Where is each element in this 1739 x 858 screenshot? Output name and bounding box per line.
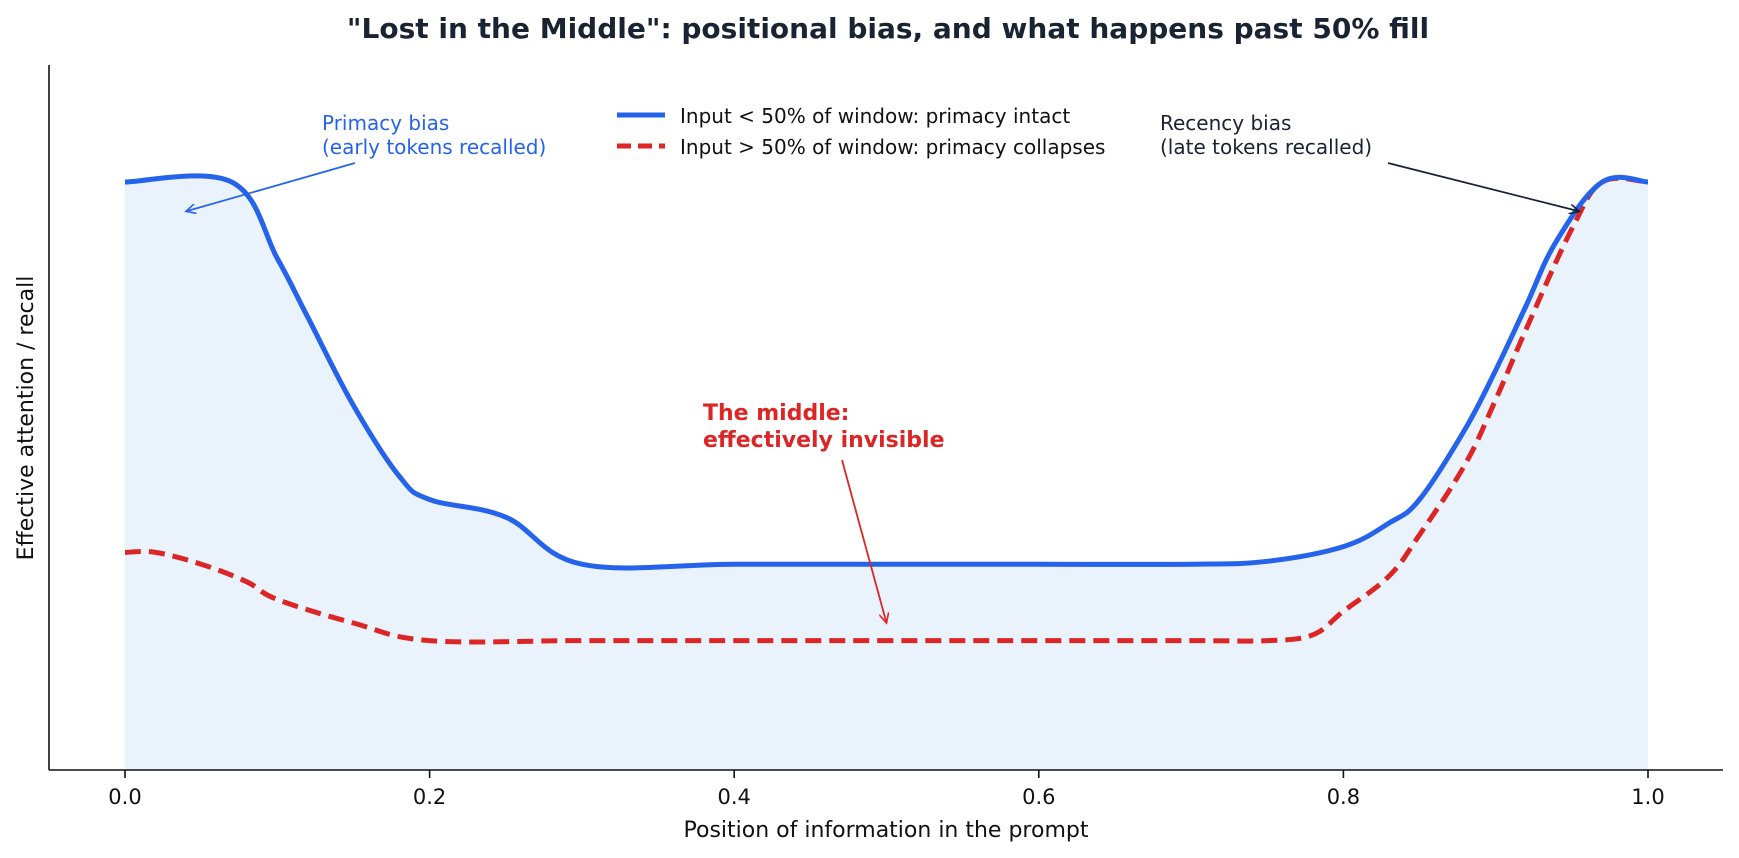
fill-layer — [125, 175, 1648, 770]
annotation-primacy-text: Primacy bias (early tokens recalled) — [322, 111, 546, 159]
chart-title: "Lost in the Middle": positional bias, a… — [347, 12, 1429, 45]
y-axis-label: Effective attention / recall — [14, 276, 39, 561]
x-tick-label: 0.0 — [108, 785, 141, 809]
x-axis-label: Position of information in the prompt — [684, 818, 1089, 843]
annotation-middle-arrow — [841, 459, 887, 623]
annotation-primacy-arrow — [186, 162, 356, 211]
series-1-line — [124, 173, 1649, 571]
x-tick-label: 1.0 — [1631, 785, 1664, 809]
x-tick-label: 0.8 — [1327, 785, 1360, 809]
x-tick-label: 0.2 — [413, 785, 446, 809]
legend: Input < 50% of window: primacy intact In… — [617, 104, 1105, 159]
legend-label-series-2: Input > 50% of window: primacy collapses — [680, 135, 1105, 159]
annotation-middle-text: The middle: effectively invisible — [703, 401, 945, 453]
series-2-line — [124, 175, 1649, 645]
annotations: Primacy bias (early tokens recalled) Recen… — [186, 111, 1580, 623]
annotation-recency-arrow — [1387, 162, 1579, 211]
annotation-recency-text: Recency bias (late tokens recalled) — [1160, 111, 1372, 159]
legend-label-series-1: Input < 50% of window: primacy intact — [680, 104, 1070, 128]
series-layer — [124, 173, 1649, 645]
series-1-fill-area — [125, 175, 1648, 770]
x-tick-label: 0.4 — [717, 785, 750, 809]
x-tick-label: 0.6 — [1022, 785, 1055, 809]
x-ticks: 0.0 0.2 0.4 0.6 0.8 1.0 — [108, 770, 1665, 809]
